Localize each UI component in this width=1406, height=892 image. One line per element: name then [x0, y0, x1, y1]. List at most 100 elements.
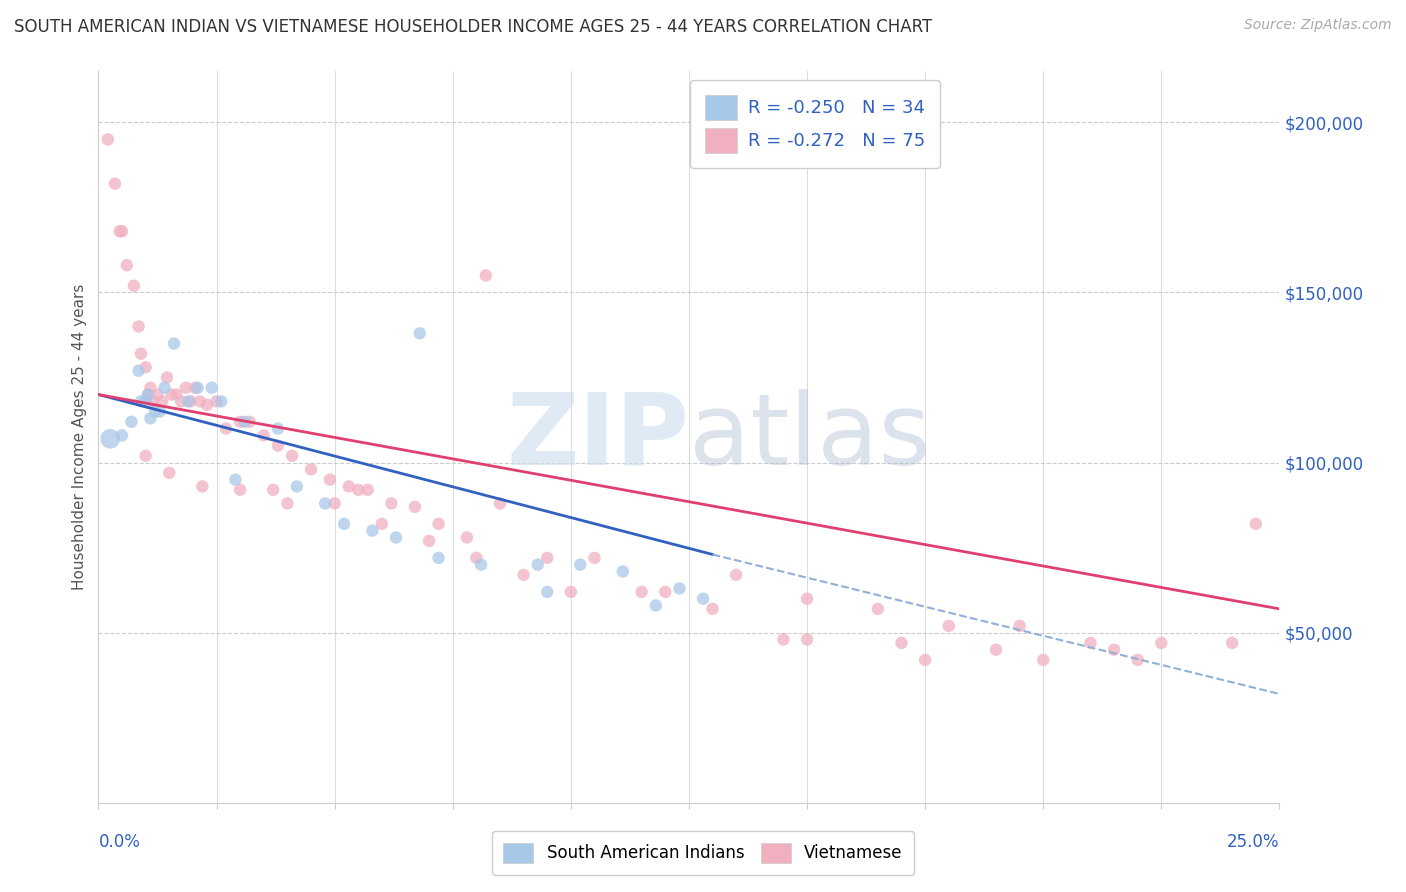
Point	[583, 550, 606, 565]
Point	[371, 516, 394, 531]
Point	[1080, 636, 1102, 650]
Point	[160, 387, 183, 401]
Text: 0.0%: 0.0%	[98, 833, 141, 851]
Point	[725, 567, 748, 582]
Point	[136, 387, 159, 401]
Point	[128, 364, 150, 378]
Point	[136, 387, 159, 401]
Point	[187, 381, 209, 395]
Point	[644, 599, 666, 613]
Point	[914, 653, 936, 667]
Point	[536, 585, 558, 599]
Point	[121, 415, 143, 429]
Point	[630, 585, 652, 599]
Point	[146, 387, 169, 401]
Point	[129, 347, 152, 361]
Point	[560, 585, 582, 599]
Point	[418, 533, 440, 548]
Point	[122, 278, 145, 293]
Point	[165, 387, 187, 401]
Point	[427, 516, 450, 531]
Point	[195, 398, 218, 412]
Point	[1008, 619, 1031, 633]
Point	[347, 483, 370, 497]
Point	[205, 394, 228, 409]
Point	[276, 496, 298, 510]
Point	[156, 370, 179, 384]
Point	[323, 496, 346, 510]
Point	[180, 394, 202, 409]
Point	[115, 258, 138, 272]
Point	[267, 421, 290, 435]
Point	[262, 483, 284, 497]
Point	[380, 496, 402, 510]
Point	[475, 268, 498, 283]
Point	[209, 394, 232, 409]
Point	[129, 394, 152, 409]
Point	[184, 381, 207, 395]
Y-axis label: Householder Income Ages 25 - 44 years: Householder Income Ages 25 - 44 years	[72, 284, 87, 591]
Point	[512, 567, 534, 582]
Point	[692, 591, 714, 606]
Legend: South American Indians, Vietnamese: South American Indians, Vietnamese	[492, 831, 914, 875]
Point	[108, 224, 131, 238]
Point	[143, 404, 166, 418]
Point	[191, 479, 214, 493]
Point	[1102, 642, 1125, 657]
Point	[1150, 636, 1173, 650]
Text: SOUTH AMERICAN INDIAN VS VIETNAMESE HOUSEHOLDER INCOME AGES 25 - 44 YEARS CORREL: SOUTH AMERICAN INDIAN VS VIETNAMESE HOUS…	[14, 18, 932, 36]
Point	[163, 336, 186, 351]
Point	[314, 496, 336, 510]
Point	[1244, 516, 1267, 531]
Point	[465, 550, 488, 565]
Point	[188, 394, 211, 409]
Point	[135, 449, 157, 463]
Point	[702, 602, 724, 616]
Point	[654, 585, 676, 599]
Point	[229, 483, 252, 497]
Point	[177, 394, 200, 409]
Point	[1032, 653, 1054, 667]
Point	[98, 432, 121, 446]
Point	[285, 479, 308, 493]
Point	[267, 439, 290, 453]
Point	[153, 381, 176, 395]
Point	[170, 394, 193, 409]
Point	[772, 632, 794, 647]
Point	[408, 326, 430, 341]
Point	[456, 531, 478, 545]
Point	[984, 642, 1007, 657]
Point	[239, 415, 262, 429]
Point	[149, 404, 172, 418]
Text: atlas: atlas	[689, 389, 931, 485]
Point	[427, 550, 450, 565]
Point	[470, 558, 492, 572]
Point	[253, 428, 276, 442]
Point	[319, 473, 342, 487]
Point	[668, 582, 690, 596]
Point	[97, 132, 120, 146]
Point	[201, 381, 224, 395]
Point	[299, 462, 322, 476]
Point	[796, 632, 818, 647]
Point	[536, 550, 558, 565]
Text: ZIP: ZIP	[506, 389, 689, 485]
Point	[361, 524, 384, 538]
Point	[526, 558, 548, 572]
Point	[229, 415, 252, 429]
Point	[569, 558, 592, 572]
Point	[111, 224, 134, 238]
Point	[104, 177, 127, 191]
Point	[142, 394, 165, 409]
Point	[233, 415, 256, 429]
Point	[404, 500, 426, 514]
Point	[337, 479, 360, 493]
Point	[796, 591, 818, 606]
Legend: R = -0.250   N = 34, R = -0.272   N = 75: R = -0.250 N = 34, R = -0.272 N = 75	[690, 80, 939, 168]
Point	[224, 473, 246, 487]
Point	[1220, 636, 1243, 650]
Point	[157, 466, 180, 480]
Point	[385, 531, 408, 545]
Point	[938, 619, 960, 633]
Point	[215, 421, 238, 435]
